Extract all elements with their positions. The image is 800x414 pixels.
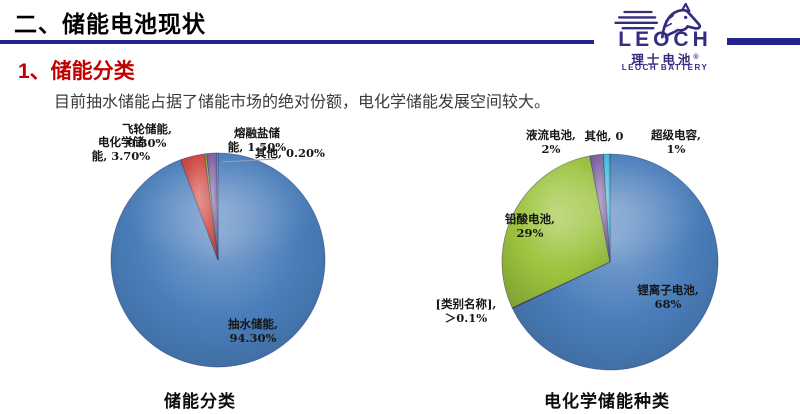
pie-label-其他: 其他, 0.20% — [255, 146, 325, 160]
pie-gloss-highlight — [512, 148, 708, 268]
label-leader-line — [221, 158, 277, 163]
pie-label-熔融盐储能: 熔融盐储 能, 1.50% — [227, 126, 287, 155]
pie-label-抽水储能: 抽水储能, 94.30% — [227, 317, 279, 346]
logo-cn-name: 理士电池® — [602, 49, 728, 68]
chart-caption-left: 储能分类 — [164, 392, 236, 411]
pie-label-超级电容: 超级电容, 1% — [650, 128, 702, 157]
pie-label-锂离子电池: 锂离子电池, 68% — [637, 283, 699, 312]
speed-lines — [614, 10, 659, 30]
logo-wordmark: LEOCH — [618, 28, 712, 51]
pie-label-铅酸电池: 铅酸电池, 29% — [504, 212, 556, 241]
pie-svg-storage-classification — [110, 147, 326, 368]
chart-caption-right: 电化学储能种类 — [544, 392, 670, 411]
pie-label-液流电池: 液流电池, 2% — [525, 128, 577, 157]
pie-chart-storage-classification: 储能分类 抽水储能, 94.30% 电化学储 能, 3.70% 飞轮储能, 0.30… — [40, 115, 380, 414]
pie-svg-electrochemical-types — [501, 148, 719, 371]
pie-label-飞轮储能: 飞轮储能, 0.30% — [121, 122, 173, 151]
pie-gloss-highlight — [121, 147, 315, 266]
horse-icon — [614, 3, 702, 39]
registered-mark-icon: ® — [693, 53, 699, 61]
intro-text: 目前抽水储能占据了储能市场的绝对份额，电化学储能发展空间较大。 — [54, 92, 551, 111]
section-heading: 1、储能分类 — [18, 60, 135, 83]
title-divider — [0, 40, 594, 44]
leoch-logo: LEOCH 理士电池® LEOCH BATTERY — [602, 1, 728, 75]
logo-subtitle: LEOCH BATTERY — [621, 63, 709, 72]
logo-cn-text: 理士电池 — [631, 53, 694, 67]
pie-slice-[类别名称] — [511, 261, 611, 309]
title-divider-right — [727, 38, 800, 45]
page-title: 二、储能电池现状 — [14, 11, 206, 37]
pie-label-[类别名称]: [类别名称], ＞0.1% — [435, 297, 497, 326]
pie-chart-electrochemical-types: 电化学储能种类 锂离子电池, 68% [类别名称], ＞0.1% 铅酸电池, 29%… — [430, 115, 770, 414]
pie-label-电化学储能: 电化学储 能, 3.70% — [91, 135, 151, 164]
pie-label-其他: 其他, 0 — [584, 129, 624, 143]
